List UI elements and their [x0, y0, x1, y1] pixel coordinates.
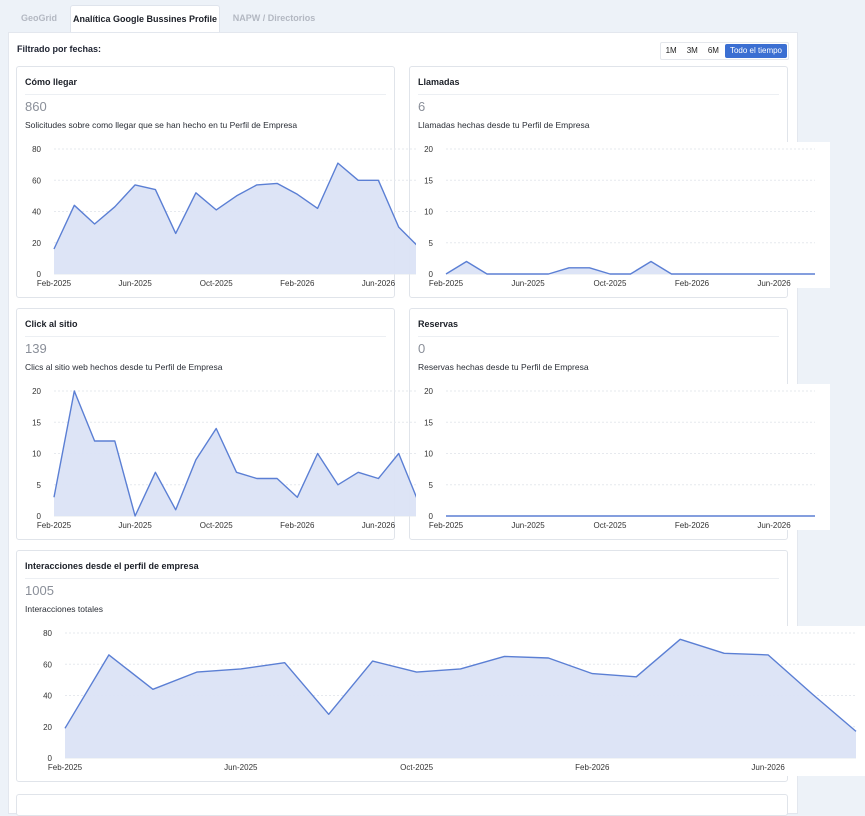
chart-llamadas: 0 5 10 15 20 Feb-2025 Jun-2025 Oct-2025 Feb-2026… — [416, 142, 830, 288]
x-tick-label: Feb-2025 — [48, 763, 83, 772]
x-tick-label: Jun-2025 — [511, 521, 545, 530]
y-tick-label: 15 — [424, 176, 433, 185]
card-title: Click al sitio — [25, 319, 78, 329]
y-tick-label: 20 — [32, 387, 41, 396]
divider — [25, 94, 386, 95]
y-tick-label: 15 — [32, 418, 41, 427]
x-tick-label: Feb-2025 — [429, 521, 464, 530]
x-tick-label: Feb-2025 — [37, 279, 72, 288]
divider — [25, 336, 386, 337]
y-tick-label: 40 — [32, 208, 41, 217]
x-tick-label: Jun-2026 — [757, 521, 791, 530]
card-value: 6 — [418, 99, 426, 114]
series-area — [54, 391, 419, 516]
y-tick-label: 0 — [37, 512, 42, 521]
x-tick-label: Feb-2026 — [280, 521, 315, 530]
x-tick-label: Feb-2026 — [280, 279, 315, 288]
y-tick-label: 80 — [43, 629, 52, 638]
divider — [418, 94, 779, 95]
y-tick-label: 0 — [37, 270, 42, 279]
y-tick-label: 20 — [424, 387, 433, 396]
divider — [418, 336, 779, 337]
y-tick-label: 20 — [43, 723, 52, 732]
chart-click-sitio: 0 5 10 15 20 Feb-2025 Jun-2025 Oct-2025 Feb-2026… — [32, 387, 420, 530]
y-tick-label: 80 — [32, 145, 41, 154]
x-tick-label: Oct-2025 — [400, 763, 433, 772]
x-tick-label: Oct-2025 — [594, 279, 627, 288]
card-title: Llamadas — [418, 77, 460, 87]
x-tick-label: Feb-2026 — [575, 763, 610, 772]
y-tick-label: 10 — [32, 450, 41, 459]
x-tick-label: Feb-2026 — [675, 521, 710, 530]
divider — [25, 578, 779, 579]
y-tick-label: 40 — [43, 692, 52, 701]
series-area — [54, 163, 419, 274]
period-selector: 1M 3M 6M Todo el tiempo — [659, 42, 789, 60]
tab-napw-directorios[interactable]: NAPW / Directorios — [232, 13, 316, 23]
x-tick-label: Feb-2026 — [675, 279, 710, 288]
card-value: 860 — [25, 99, 47, 114]
x-tick-label: Feb-2025 — [429, 279, 464, 288]
x-tick-label: Oct-2025 — [200, 279, 233, 288]
y-tick-label: 20 — [424, 145, 433, 154]
x-tick-label: Jun-2026 — [362, 279, 396, 288]
y-tick-label: 20 — [32, 239, 41, 248]
y-tick-label: 5 — [429, 481, 434, 490]
x-tick-label: Jun-2025 — [118, 279, 152, 288]
x-tick-label: Jun-2025 — [511, 279, 545, 288]
card-description: Llamadas hechas desde tu Perfil de Empre… — [418, 120, 590, 130]
x-tick-label: Feb-2025 — [37, 521, 72, 530]
series-area — [65, 639, 856, 758]
card-description: Solicitudes sobre como llegar que se han… — [25, 120, 298, 130]
card-value: 139 — [25, 341, 47, 356]
card-value: 1005 — [25, 583, 54, 598]
x-tick-label: Jun-2026 — [362, 521, 396, 530]
y-tick-label: 10 — [424, 208, 433, 217]
y-tick-label: 10 — [424, 450, 433, 459]
period-3m-button[interactable]: 3M — [683, 44, 702, 58]
series-line — [53, 390, 420, 517]
x-tick-label: Oct-2025 — [594, 521, 627, 530]
x-tick-label: Oct-2025 — [200, 521, 233, 530]
period-6m-button[interactable]: 6M — [704, 44, 723, 58]
y-tick-label: 0 — [48, 754, 53, 763]
x-tick-label: Jun-2025 — [118, 521, 152, 530]
y-tick-label: 5 — [429, 239, 434, 248]
series-line — [53, 162, 420, 250]
card-description: Interacciones totales — [25, 604, 103, 614]
y-tick-label: 0 — [429, 512, 434, 521]
card-description: Clics al sitio web hechos desde tu Perfi… — [25, 362, 223, 372]
tab-geogrid[interactable]: GeoGrid — [20, 13, 57, 23]
card-value: 0 — [418, 341, 426, 356]
y-tick-label: 15 — [424, 418, 433, 427]
card-description: Reservas hechas desde tu Perfil de Empre… — [418, 362, 589, 372]
x-tick-label: Jun-2026 — [757, 279, 791, 288]
series-line — [445, 260, 815, 275]
y-tick-label: 0 — [429, 270, 434, 279]
next-card — [16, 794, 788, 816]
x-tick-label: Jun-2026 — [751, 763, 785, 772]
x-tick-label: Jun-2025 — [224, 763, 258, 772]
y-tick-label: 60 — [43, 660, 52, 669]
chart-como-llegar: 0 20 40 60 80 Feb-2025 Jun-2025 Oct-2025 Feb-202… — [32, 145, 420, 288]
tab-analitica-google[interactable]: Analítica Google Bussines Profile — [70, 5, 220, 34]
series-area — [446, 261, 815, 274]
card-title: Interacciones desde el perfil de empresa — [25, 561, 199, 571]
y-tick-label: 60 — [32, 176, 41, 185]
card-title: Reservas — [418, 319, 459, 329]
card-title: Cómo llegar — [25, 77, 78, 87]
chart-reservas: 0 5 10 15 20 Feb-2025 Jun-2025 Oct-2025 Feb-2026… — [416, 384, 830, 530]
filter-label: Filtrado por fechas: — [17, 44, 102, 54]
y-tick-label: 5 — [37, 481, 42, 490]
period-1m-button[interactable]: 1M — [662, 44, 681, 58]
series-line — [64, 638, 857, 732]
chart-interacciones: 0 20 40 60 80 Feb-2025 Jun-2025 Oct-2025 Feb-202… — [24, 626, 865, 776]
period-all-button[interactable]: Todo el tiempo — [724, 44, 787, 58]
